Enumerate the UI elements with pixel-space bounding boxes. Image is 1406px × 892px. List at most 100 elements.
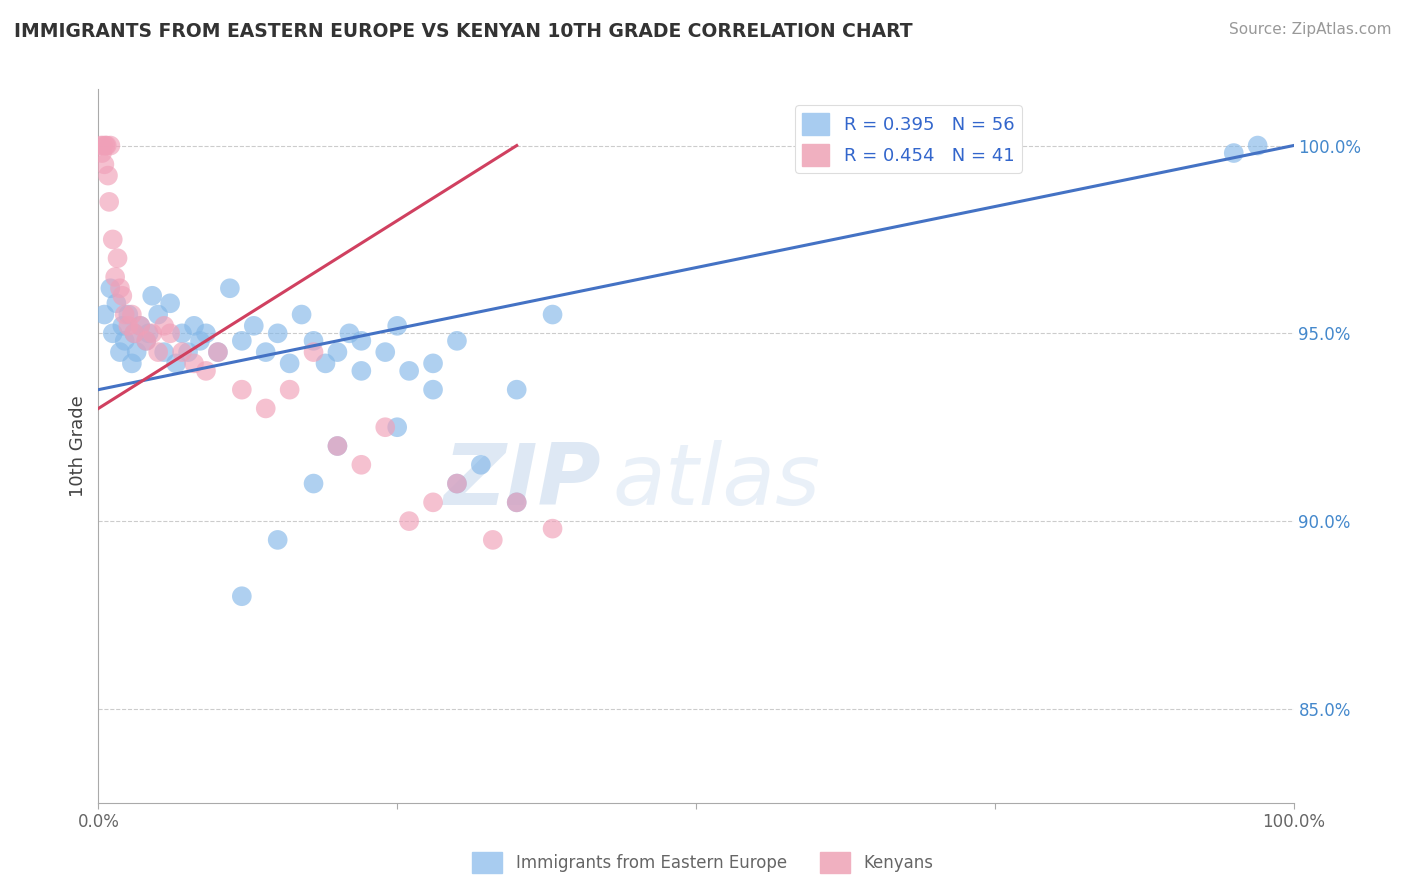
Point [398, 514, 420, 528]
Point [541, 308, 564, 322]
Point [129, 318, 152, 333]
Point [98, 138, 122, 153]
Point [138, 326, 160, 341]
Point [385, 318, 409, 333]
Point [121, 308, 143, 322]
Text: Source: ZipAtlas.com: Source: ZipAtlas.com [1229, 22, 1392, 37]
Point [326, 345, 349, 359]
Point [506, 495, 529, 509]
Point [121, 356, 143, 370]
Point [129, 318, 152, 333]
Point [207, 345, 229, 359]
Point [91, 146, 114, 161]
Point [108, 281, 131, 295]
Point [278, 356, 301, 370]
Point [315, 356, 337, 370]
Point [141, 289, 163, 303]
Point [114, 334, 136, 348]
Text: IMMIGRANTS FROM EASTERN EUROPE VS KENYAN 10TH GRADE CORRELATION CHART: IMMIGRANTS FROM EASTERN EUROPE VS KENYAN… [14, 22, 912, 41]
Point [267, 326, 290, 341]
Point [108, 345, 131, 359]
Point [254, 401, 277, 416]
Point [124, 326, 146, 341]
Point [148, 308, 170, 322]
Point [94, 138, 117, 153]
Point [422, 356, 444, 370]
Text: atlas: atlas [613, 440, 820, 524]
Point [101, 326, 124, 341]
Point [350, 364, 373, 378]
Point [141, 326, 163, 341]
Point [101, 232, 124, 246]
Legend: Immigrants from Eastern Europe, Kenyans: Immigrants from Eastern Europe, Kenyans [465, 846, 941, 880]
Point [117, 318, 139, 333]
Point [98, 194, 121, 209]
Point [446, 476, 468, 491]
Point [177, 345, 200, 359]
Point [165, 356, 187, 370]
Point [98, 281, 122, 295]
Y-axis label: 10th Grade: 10th Grade [69, 395, 87, 497]
Point [350, 458, 373, 472]
Point [302, 345, 325, 359]
Point [398, 364, 420, 378]
Point [267, 533, 290, 547]
Point [374, 345, 396, 359]
Point [302, 476, 325, 491]
Point [374, 420, 396, 434]
Point [183, 318, 205, 333]
Point [105, 296, 128, 310]
Point [446, 334, 468, 348]
Point [470, 458, 492, 472]
Point [135, 334, 157, 348]
Point [107, 251, 129, 265]
Point [1246, 138, 1268, 153]
Point [124, 326, 146, 341]
Point [159, 326, 181, 341]
Point [219, 281, 242, 295]
Point [541, 522, 564, 536]
Point [96, 138, 118, 153]
Text: ZIP: ZIP [443, 440, 600, 524]
Point [231, 383, 253, 397]
Point [385, 420, 409, 434]
Point [254, 345, 277, 359]
Point [93, 157, 115, 171]
Point [481, 533, 505, 547]
Point [506, 383, 529, 397]
Point [350, 334, 373, 348]
Point [114, 308, 136, 322]
Point [326, 439, 349, 453]
Point [97, 169, 120, 183]
Point [278, 383, 301, 397]
Point [111, 289, 134, 303]
Point [243, 318, 266, 333]
Point [1222, 146, 1246, 161]
Point [153, 345, 176, 359]
Point [422, 495, 444, 509]
Point [111, 318, 134, 333]
Point [422, 383, 444, 397]
Point [207, 345, 229, 359]
Point [446, 476, 468, 491]
Point [153, 318, 176, 333]
Point [302, 334, 325, 348]
Point [194, 364, 218, 378]
Legend: R = 0.395   N = 56, R = 0.454   N = 41: R = 0.395 N = 56, R = 0.454 N = 41 [794, 105, 1022, 173]
Point [326, 439, 349, 453]
Point [339, 326, 360, 341]
Point [506, 495, 529, 509]
Point [188, 334, 211, 348]
Point [104, 270, 127, 285]
Point [117, 308, 139, 322]
Point [172, 345, 194, 359]
Point [231, 334, 253, 348]
Point [148, 345, 170, 359]
Point [231, 589, 253, 603]
Point [90, 138, 112, 153]
Point [159, 296, 181, 310]
Point [183, 356, 205, 370]
Point [290, 308, 312, 322]
Point [172, 326, 194, 341]
Point [125, 345, 148, 359]
